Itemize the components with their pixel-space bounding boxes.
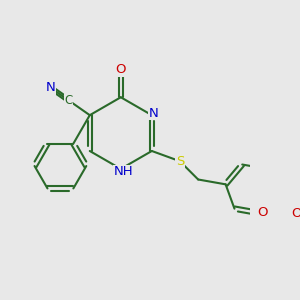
Text: NH: NH [114, 165, 134, 178]
Text: N: N [46, 81, 56, 94]
Text: C: C [64, 94, 73, 107]
Text: S: S [176, 155, 184, 168]
Text: O: O [258, 206, 268, 219]
Text: N: N [149, 107, 159, 120]
Text: O: O [116, 63, 126, 76]
Text: O: O [291, 207, 300, 220]
